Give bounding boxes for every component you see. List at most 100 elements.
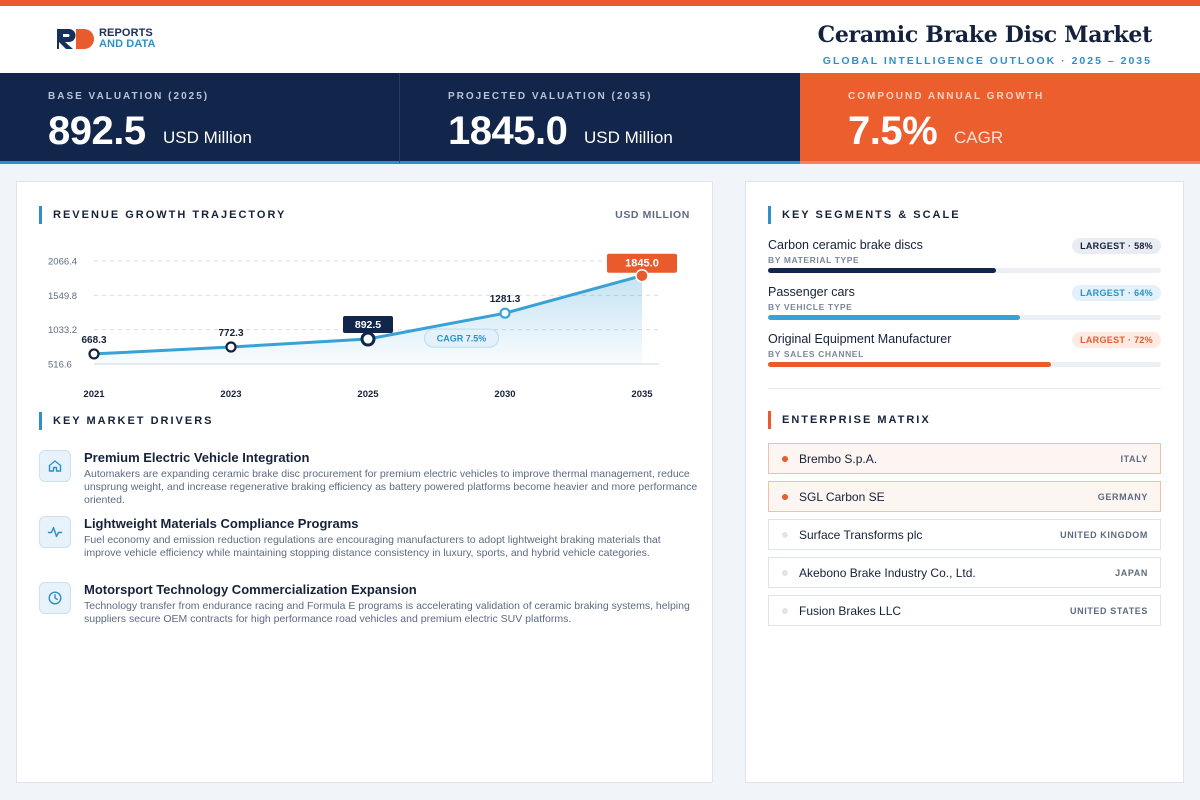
page-subtitle: GLOBAL INTELLIGENCE OUTLOOK · 2025 – 203…	[822, 55, 1152, 67]
kpi-value: 7.5%	[848, 109, 938, 153]
x-tick-label: 2030	[494, 389, 515, 400]
data-point	[225, 341, 237, 353]
status-dot	[782, 494, 788, 500]
x-tick-label: 2025	[357, 389, 379, 400]
kpi-value: 1845.0	[448, 109, 568, 153]
enterprise-name: Akebono Brake Industry Co., Ltd.	[799, 566, 976, 580]
section-accent-bar	[39, 206, 42, 224]
enterprise-row[interactable]: Brembo S.p.A. ITALY	[768, 443, 1161, 474]
driver-item: Motorsport Technology Commercialization …	[39, 582, 699, 648]
x-tick-label: 2021	[83, 389, 105, 400]
enterprise-country: ITALY	[1120, 454, 1148, 464]
brand-logo[interactable]: REPORTS AND DATA	[55, 27, 156, 51]
driver-title: Motorsport Technology Commercialization …	[84, 582, 417, 597]
clock-icon	[39, 582, 71, 614]
enterprise-country: GERMANY	[1097, 492, 1148, 502]
kpi-label: BASE VALUATION (2025)	[48, 91, 210, 102]
segment-share-badge: LARGEST · 72%	[1072, 332, 1161, 348]
data-point	[360, 331, 376, 347]
driver-title: Premium Electric Vehicle Integration	[84, 450, 310, 465]
segment-title: Carbon ceramic brake discs	[768, 238, 923, 252]
drivers-heading-text: KEY MARKET DRIVERS	[53, 415, 214, 427]
data-label-box	[607, 253, 677, 273]
enterprise-row[interactable]: SGL Carbon SE GERMANY	[768, 481, 1161, 512]
enterprise-matrix: Brembo S.p.A. ITALY SGL Carbon SE GERMAN…	[768, 443, 1161, 633]
chart-unit-label: USD MILLION	[615, 209, 690, 221]
x-tick-label: 2023	[220, 389, 241, 400]
kpi-unit: CAGR	[954, 128, 1004, 147]
kpi-cagr: COMPOUND ANNUAL GROWTH 7.5% CAGR	[800, 73, 1200, 164]
matrix-heading: ENTERPRISE MATRIX	[768, 411, 931, 429]
segment-share-track	[768, 315, 1161, 320]
top-accent-bar	[0, 0, 1200, 6]
x-tick-label: 2035	[631, 389, 653, 400]
cagr-annotation-label: CAGR 7.5%	[437, 334, 487, 344]
cagr-annotation-pill	[424, 328, 499, 348]
segment-item: Carbon ceramic brake discs BY MATERIAL T…	[768, 238, 1161, 285]
enterprise-name: Fusion Brakes LLC	[799, 604, 902, 618]
driver-description: Technology transfer from endurance racin…	[84, 600, 690, 625]
segment-share-fill	[768, 315, 1020, 320]
section-accent-bar	[39, 412, 42, 430]
segment-item: Passenger cars BY VEHICLE TYPE LARGEST ·…	[768, 285, 1161, 332]
logo-line-2: AND DATA	[99, 38, 156, 50]
segments-heading: KEY SEGMENTS & SCALE	[768, 206, 961, 224]
enterprise-row[interactable]: Fusion Brakes LLC UNITED STATES	[768, 595, 1161, 626]
kpi-unit: USD Million	[163, 128, 252, 147]
status-dot	[782, 456, 788, 462]
drivers-heading: KEY MARKET DRIVERS	[39, 412, 213, 430]
segment-title: Original Equipment Manufacturer	[768, 332, 952, 346]
segment-share-badge: LARGEST · 64%	[1072, 285, 1161, 301]
logo-line-1: REPORTS	[99, 27, 153, 39]
data-point	[88, 348, 100, 360]
trajectory-heading-text: REVENUE GROWTH TRAJECTORY	[53, 209, 287, 221]
data-point	[635, 268, 649, 283]
driver-description: Fuel economy and emission reduction regu…	[84, 534, 661, 559]
trajectory-heading: REVENUE GROWTH TRAJECTORY	[39, 206, 286, 224]
kpi-label: PROJECTED VALUATION (2035)	[448, 91, 653, 102]
enterprise-row[interactable]: Surface Transforms plc UNITED KINGDOM	[768, 519, 1161, 550]
driver-title: Lightweight Materials Compliance Program…	[84, 516, 359, 531]
segment-category: BY MATERIAL TYPE	[768, 255, 860, 265]
driver-description: Automakers are expanding ceramic brake d…	[84, 468, 698, 506]
segment-share-fill	[768, 268, 996, 273]
data-point	[499, 307, 511, 319]
section-accent-bar	[768, 411, 771, 429]
enterprise-country: UNITED STATES	[1070, 606, 1148, 616]
drivers-list: Premium Electric Vehicle Integration Aut…	[39, 450, 699, 648]
page-title: Ceramic Brake Disc Market	[817, 22, 1153, 48]
series-area	[94, 275, 642, 364]
segment-share-badge: LARGEST · 58%	[1072, 238, 1161, 254]
logo-mark-icon	[57, 29, 94, 49]
enterprise-country: JAPAN	[1115, 568, 1148, 578]
header: REPORTS AND DATA Ceramic Brake Disc Mark…	[0, 6, 1200, 73]
y-tick-label: 1033.2	[48, 325, 77, 336]
y-tick-label: 1549.8	[48, 291, 77, 302]
y-tick-label: 516.6	[48, 360, 72, 371]
pulse-icon	[39, 516, 71, 548]
home-icon	[39, 450, 71, 482]
status-dot	[782, 608, 788, 614]
segment-share-track	[768, 362, 1161, 367]
data-label: 1281.3	[490, 294, 521, 305]
kpi-strip: BASE VALUATION (2025) 892.5 USD Million …	[0, 73, 1200, 164]
y-tick-label: 2066.4	[48, 257, 77, 268]
segments-list: Carbon ceramic brake discs BY MATERIAL T…	[768, 238, 1161, 379]
enterprise-row[interactable]: Akebono Brake Industry Co., Ltd. JAPAN	[768, 557, 1161, 588]
enterprise-name: Surface Transforms plc	[799, 528, 923, 542]
revenue-chart: 516.6 1033.2 1549.8 2066.4 2021 2023 2025 2030 2…	[48, 253, 677, 400]
segment-title: Passenger cars	[768, 285, 855, 299]
data-label: 1845.0	[625, 258, 659, 270]
data-label-box	[343, 316, 393, 334]
status-dot	[782, 570, 788, 576]
segments-card: KEY SEGMENTS & SCALE Carbon ceramic brak…	[745, 181, 1184, 783]
kpi-projected-valuation: PROJECTED VALUATION (2035) 1845.0 USD Mi…	[400, 73, 800, 164]
kpi-unit: USD Million	[584, 128, 673, 147]
segment-category: BY SALES CHANNEL	[768, 349, 864, 359]
data-label: 892.5	[355, 319, 381, 331]
section-divider	[768, 388, 1161, 389]
segment-share-track	[768, 268, 1161, 273]
driver-item: Lightweight Materials Compliance Program…	[39, 516, 699, 582]
kpi-base-valuation: BASE VALUATION (2025) 892.5 USD Million	[0, 73, 400, 164]
driver-item: Premium Electric Vehicle Integration Aut…	[39, 450, 699, 516]
